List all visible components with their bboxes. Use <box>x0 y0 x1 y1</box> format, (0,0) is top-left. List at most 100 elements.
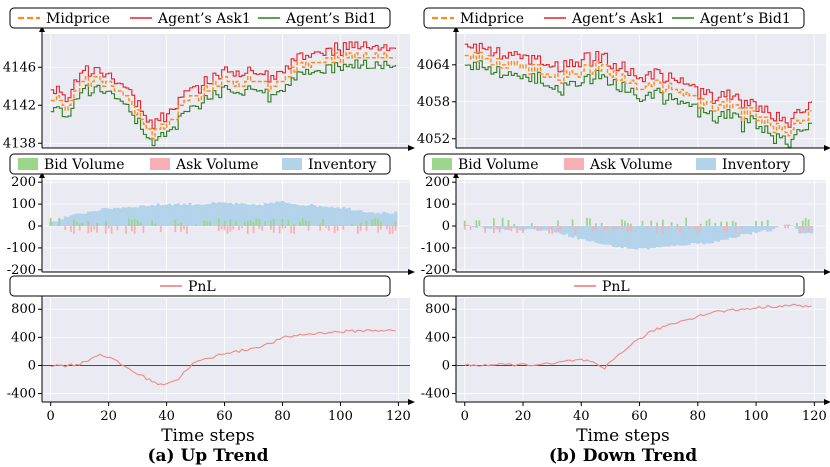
a-vol-y-arrow <box>39 172 45 178</box>
a-pnl-legend-pnl: PnL <box>188 279 216 295</box>
a-inventory-bar <box>394 211 398 226</box>
a-inventory-bar <box>347 207 351 226</box>
a-pnl-ytick-label: -400 <box>7 387 36 402</box>
b-inventory-bar <box>763 226 767 231</box>
b-inventory-bar <box>664 226 668 247</box>
a-inventory-bar <box>388 213 392 226</box>
b-bid-volume-bar <box>463 220 466 226</box>
b-inventory-bar <box>809 226 814 234</box>
b-pnl-x-arrow <box>824 399 830 405</box>
a-inventory-bar <box>391 213 395 226</box>
a-inventory-bar <box>315 206 320 226</box>
b-ask-volume-bar <box>484 226 487 233</box>
a-ask-volume-bar <box>333 226 336 234</box>
b-vol-x-arrow <box>824 269 830 275</box>
b-inventory-bar <box>480 226 484 227</box>
a-inventory-bar <box>139 205 143 226</box>
b-inventory-bar <box>699 226 703 243</box>
a-bid-volume-bar <box>151 220 153 226</box>
b-pnl-xtick-label: 120 <box>802 409 827 424</box>
b-bid-volume-bar <box>726 221 728 226</box>
a-bid-volume-bar <box>133 218 136 226</box>
b-pnl-xtick-label: 20 <box>515 409 532 424</box>
b-bid-volume-bar <box>761 221 763 226</box>
a-inventory-bar <box>165 204 169 226</box>
a-inventory-bar <box>344 208 349 226</box>
a-ask-volume-bar <box>87 226 90 234</box>
b-inventory-bar <box>641 226 645 249</box>
b-inventory-bar <box>504 226 508 230</box>
b-inventory-bar <box>585 226 589 241</box>
b-bid-volume-bar <box>530 223 533 226</box>
a-inventory-bar <box>240 203 244 226</box>
a-pnl-ytick-label: 0 <box>28 358 36 373</box>
b-ask-volume-bar <box>574 226 577 235</box>
a-price-x-arrow <box>408 145 415 151</box>
a-inventory-bar <box>63 216 67 226</box>
b-ask-volume-bar <box>723 226 725 231</box>
b-bid-volume-bar <box>807 219 810 226</box>
a-inventory-bar <box>214 203 218 226</box>
b-inventory-bar <box>789 225 793 226</box>
b-inventory-bar <box>728 226 732 238</box>
b-inventory-bar <box>544 226 549 231</box>
b-bid-volume-bar <box>766 219 769 226</box>
a-bid-volume-bar <box>180 222 182 226</box>
a-ask-volume-bar <box>220 226 223 230</box>
a-inventory-bar <box>301 205 305 226</box>
a-ask-volume-bar <box>142 226 145 233</box>
a-bid-volume-bar <box>293 223 295 226</box>
a-pnl-legend <box>9 275 391 297</box>
b-pnl-ytick-label: -400 <box>421 387 450 402</box>
a-inventory-bar <box>107 208 111 226</box>
a-inventory-bar <box>385 212 389 226</box>
b-bid-volume-bar <box>586 217 588 226</box>
a-bid-volume-bar <box>304 220 307 226</box>
a-vol-legend-inventory-swatch <box>282 158 302 170</box>
b-inventory-bar <box>655 226 659 247</box>
a-inventory-bar <box>298 205 302 226</box>
a-pnl-series <box>50 329 396 386</box>
a-bid-volume-bar <box>203 220 206 226</box>
a-inventory-bar <box>104 207 108 226</box>
a-ask-volume-bar <box>186 226 188 234</box>
a-ask-volume-bar <box>377 226 379 233</box>
a-inventory-bar <box>127 206 131 226</box>
b-bid-volume-bar <box>589 218 591 226</box>
a-bid-volume-bar <box>128 218 130 226</box>
a-ask-volume-bar <box>70 226 72 232</box>
a-ask-volume-bar <box>73 226 75 234</box>
b-bid-volume-bar <box>755 220 757 226</box>
b-pnl-xtick-label: 100 <box>744 409 769 424</box>
b-ask-volume-bar <box>772 226 775 230</box>
a-inventory-bar <box>176 203 180 226</box>
a-pnl-plot-area <box>42 298 410 402</box>
b-bid-volume-bar <box>621 219 623 226</box>
b-inventory-bar <box>576 226 581 240</box>
a-bid-volume-bar <box>322 219 324 226</box>
b-bid-volume-bar <box>656 222 658 226</box>
a-ask-series <box>50 41 397 130</box>
a-bid-volume-bar <box>58 217 61 226</box>
a-ask-volume-bar <box>223 226 226 231</box>
b-ask-volume-bar <box>694 226 696 230</box>
b-ask-volume-bar <box>606 226 609 230</box>
b-inventory-bar <box>571 226 575 238</box>
b-inventory-bar <box>684 226 688 246</box>
a-bid-volume-bar <box>371 219 374 226</box>
b-ask-volume-bar <box>612 226 615 232</box>
a-inventory-bar <box>350 210 354 226</box>
b-ask-volume-bar <box>577 226 580 228</box>
a-bid-volume-bar <box>287 219 290 226</box>
a-inventory-bar <box>234 202 238 226</box>
b-inventory-bar <box>740 226 744 234</box>
b-inventory-bar <box>643 226 648 249</box>
b-inventory-bar <box>632 226 636 249</box>
b-bid-volume-bar <box>513 223 516 226</box>
a-pnl-x-arrow <box>408 399 415 405</box>
b-bid-volume-bar <box>699 223 702 226</box>
b-ask-volume-bar <box>557 226 559 232</box>
a-ask-volume-bar <box>365 226 368 231</box>
a-ask-volume-bar <box>319 226 322 231</box>
a-inventory-bar <box>60 219 65 226</box>
